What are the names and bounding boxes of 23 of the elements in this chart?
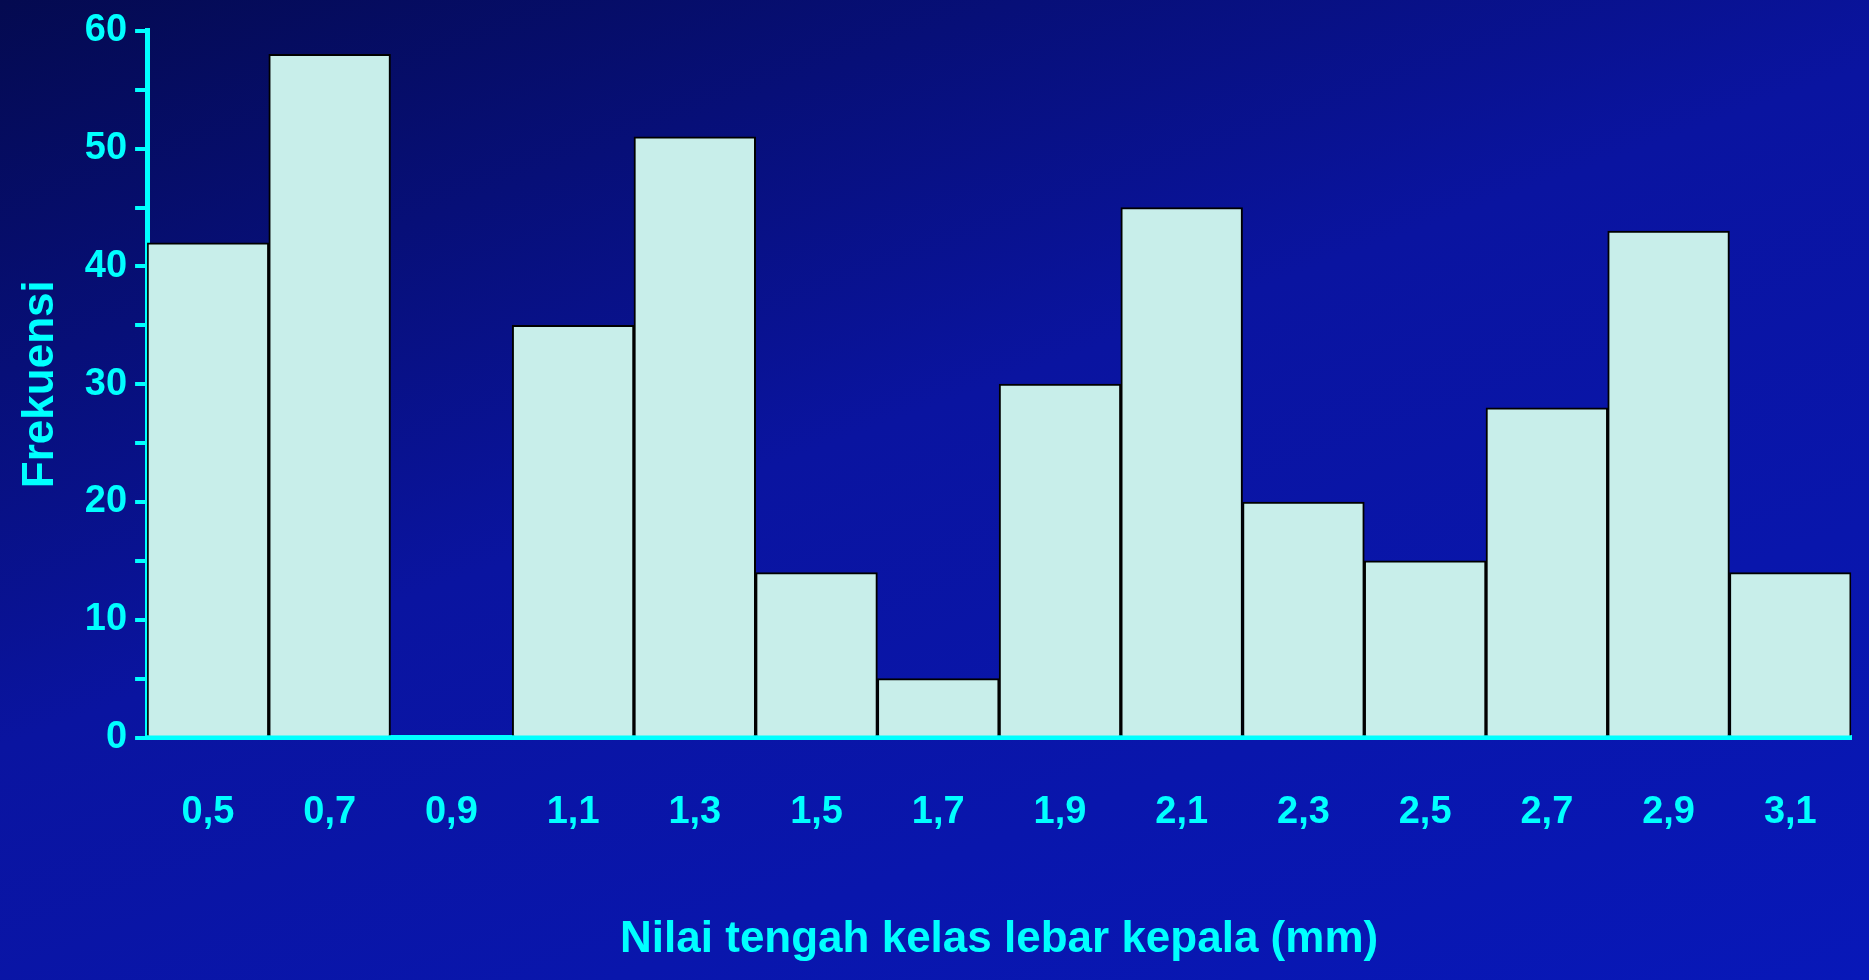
y-tick-label: 60 [84,7,128,50]
x-tick-label: 1,7 [911,788,965,831]
x-tick-label: 2,1 [1155,788,1209,831]
x-tick-label: 0,9 [424,788,478,831]
x-tick-label: 2,7 [1520,788,1574,831]
x-tick-label: 1,1 [546,788,600,831]
x-tick-label: 1,5 [790,788,843,831]
y-tick-label: 50 [84,125,128,168]
x-tick-label: 2,9 [1642,788,1695,831]
x-tick-label: 0,7 [303,788,357,831]
x-tick-label: 1,3 [668,788,722,831]
y-tick-label: 10 [84,596,128,639]
y-tick-label: 40 [84,242,128,285]
y-tick-label: 20 [84,478,128,521]
x-tick-label: 2,5 [1398,788,1452,831]
y-tick-label: 30 [84,360,128,403]
x-tick-label: 3,1 [1763,788,1817,831]
x-axis-title: Nilai tengah kelas lebar kepala (mm) [620,911,1379,961]
x-tick-label: 2,3 [1277,788,1330,831]
y-tick-label: 0 [105,714,128,757]
y-axis-title: Frekuensi [12,280,62,489]
x-tick-label: 0,5 [181,788,235,831]
x-tick-label: 1,9 [1033,788,1087,831]
